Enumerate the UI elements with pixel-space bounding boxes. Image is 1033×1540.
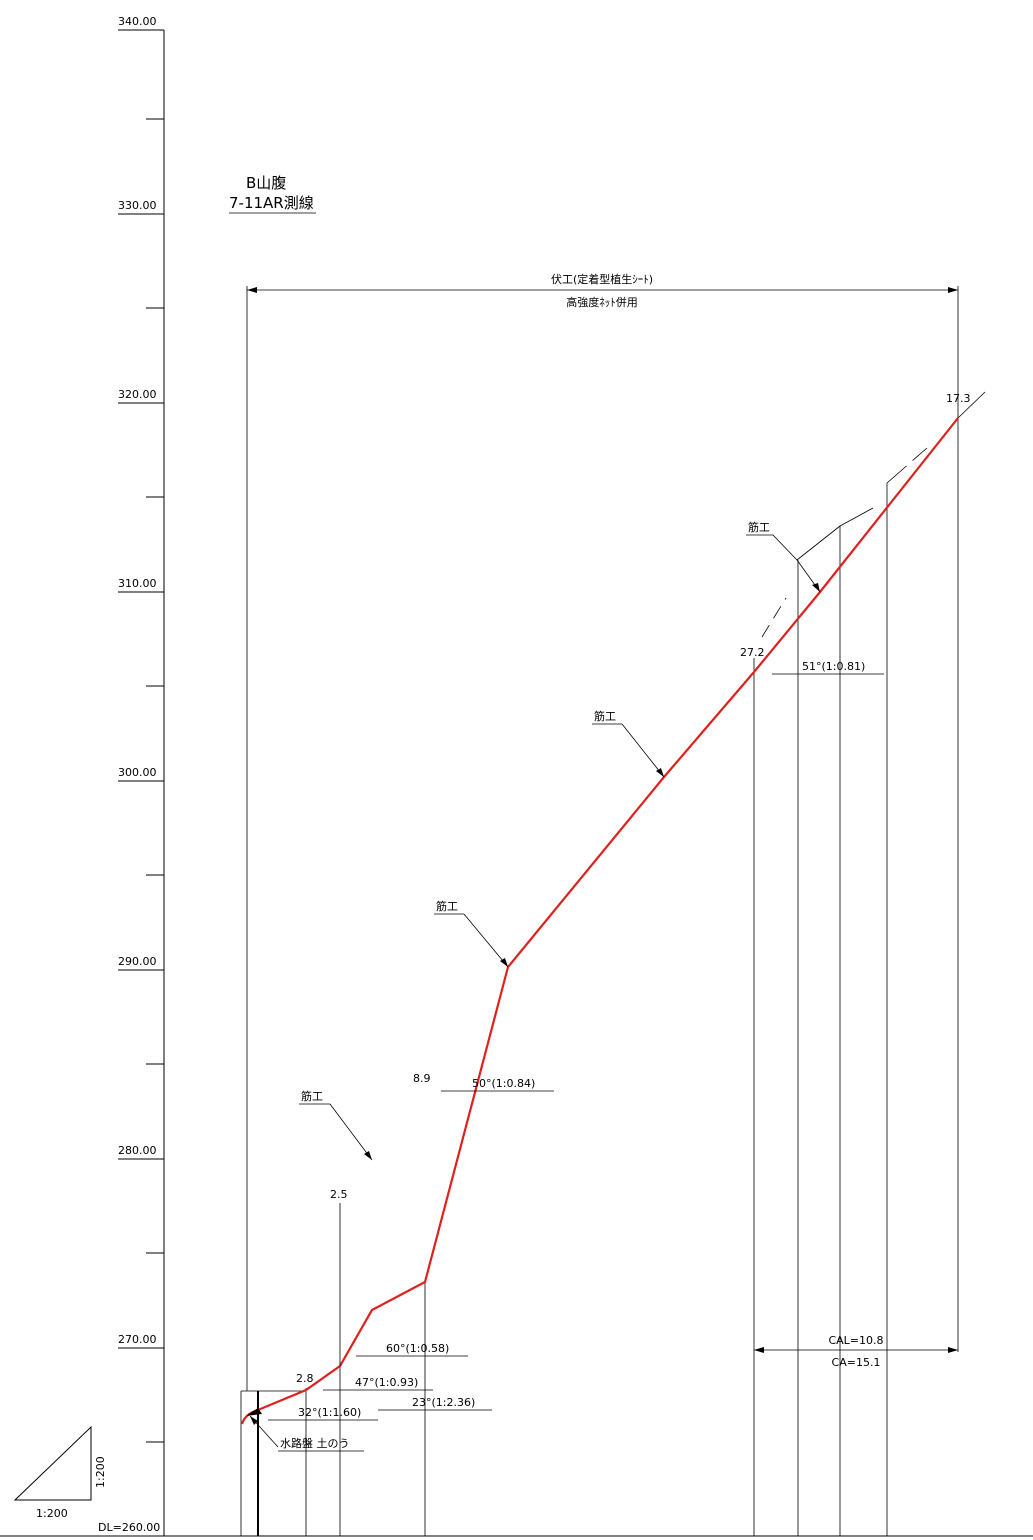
- slope-label: 60°(1:0.58): [386, 1342, 449, 1355]
- elevation-axis: 340.00 330.00 320.00 310.00 300.00 290.0…: [0, 15, 1033, 1537]
- ca-label: CA=15.1: [832, 1356, 881, 1369]
- tick-label: 310.00: [118, 577, 157, 590]
- drain-callout: 水路盤 土のう: [246, 1408, 364, 1452]
- tick-label: 300.00: [118, 766, 157, 779]
- area-dimension: CAL=10.8 CA=15.1: [754, 1334, 958, 1369]
- terrace-callouts: 筋工 筋工 筋工 筋工: [299, 507, 874, 1161]
- profile-line: [240, 417, 959, 1425]
- terrace-label: 筋工: [748, 520, 770, 534]
- leader-line: [772, 534, 798, 561]
- terrace-line: [839, 507, 874, 527]
- cal-label: CAL=10.8: [828, 1334, 883, 1347]
- original-ground-dash: [886, 447, 928, 484]
- arrow-right-icon: [948, 1347, 958, 1353]
- tick-label: 320.00: [118, 388, 157, 401]
- tick-label: 290.00: [118, 955, 157, 968]
- arrow-right-icon: [948, 287, 958, 293]
- tick-label: 280.00: [118, 1144, 157, 1157]
- arrow-icon: [250, 1416, 258, 1425]
- arrow-left-icon: [247, 287, 257, 293]
- section-title: B山腹 7-11AR測線: [229, 174, 316, 214]
- profile-extension: [957, 391, 986, 419]
- leader-line: [329, 1103, 373, 1161]
- drain-label: 水路盤 土のう: [280, 1437, 350, 1450]
- arrow-icon: [812, 583, 820, 592]
- original-ground-dash: [761, 597, 787, 638]
- terrace-label: 筋工: [594, 709, 616, 723]
- distance-label: 17.3: [946, 392, 971, 405]
- distance-label: 27.2: [740, 646, 765, 659]
- terrace-label: 筋工: [436, 899, 458, 913]
- tick-label: 270.00: [118, 1333, 157, 1346]
- arrow-left-icon: [754, 1347, 764, 1353]
- arrow-icon: [500, 958, 508, 967]
- cover-work-dimension: 伏工(定着型植生ｼｰﾄ) 高強度ﾈｯﾄ併用: [247, 272, 959, 405]
- terrace-line: [796, 525, 841, 561]
- distance-label: 8.9: [413, 1072, 431, 1085]
- distance-label: 2.8: [296, 1372, 314, 1385]
- slope-label: 47°(1:0.93): [355, 1376, 418, 1389]
- scale-triangle: [13, 1425, 92, 1501]
- title-line1: B山腹: [246, 174, 286, 192]
- slope-labels: 32°(1:1.60) 23°(1:2.36) 47°(1:0.93) 60°(…: [268, 660, 884, 1421]
- vertical-scale-label: 1:200: [94, 1456, 107, 1488]
- slope-label: 51°(1:0.81): [802, 660, 865, 673]
- ground-profile: [240, 391, 986, 1425]
- net-label: 高強度ﾈｯﾄ併用: [566, 295, 638, 309]
- arrow-icon: [364, 1151, 372, 1160]
- scale-indicator: 1:200 1:200: [13, 1425, 107, 1520]
- title-line2: 7-11AR測線: [229, 194, 314, 212]
- leader-line: [463, 913, 509, 968]
- datum-label: DL=260.00: [98, 1521, 160, 1534]
- arrow-icon: [656, 768, 664, 777]
- terrace-label: 筋工: [301, 1089, 323, 1103]
- slope-label: 50°(1:0.84): [472, 1077, 535, 1090]
- distance-label: 2.5: [330, 1188, 348, 1201]
- sandbag-shape: [246, 1408, 262, 1416]
- slope-label: 32°(1:1.60): [298, 1406, 361, 1419]
- leader-line: [621, 723, 665, 778]
- horizontal-scale-label: 1:200: [36, 1507, 68, 1520]
- tick-label: 330.00: [118, 199, 157, 212]
- cover-work-label: 伏工(定着型植生ｼｰﾄ): [551, 272, 653, 286]
- slope-label: 23°(1:2.36): [412, 1396, 475, 1409]
- station-lines: [240, 286, 959, 1536]
- distance-labels: 2.8 2.5 8.9 27.2 17.3: [296, 392, 971, 1385]
- tick-label: 340.00: [118, 15, 157, 28]
